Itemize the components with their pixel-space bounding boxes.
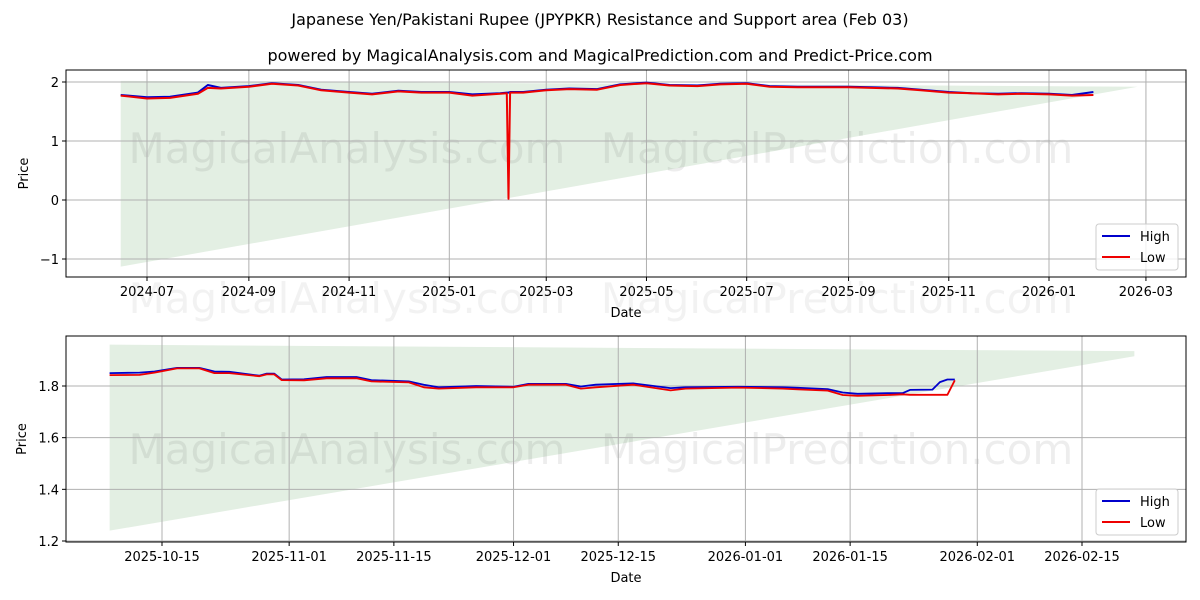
x-tick-label: 2025-11 bbox=[922, 285, 976, 300]
chart-subtitle: powered by MagicalAnalysis.com and Magic… bbox=[267, 46, 933, 65]
top-chart: MagicalAnalysis.com MagicalPrediction.com… bbox=[17, 69, 1187, 323]
y-tick-label: 1 bbox=[51, 135, 59, 150]
x-tick-label: 2026-01 bbox=[1022, 285, 1076, 300]
legend: High Low bbox=[1095, 488, 1179, 536]
x-tick-label: 2026-02-15 bbox=[1044, 550, 1120, 565]
x-axis-label: Date bbox=[610, 306, 641, 321]
y-tick-label: 1.2 bbox=[38, 535, 59, 550]
y-tick-label: 1.8 bbox=[38, 380, 59, 395]
y-tick-label: 1.6 bbox=[38, 432, 59, 447]
x-tick-label: 2025-12-15 bbox=[580, 550, 656, 565]
legend: High Low bbox=[1095, 223, 1179, 271]
y-tick-label: 1.4 bbox=[38, 483, 59, 498]
axes-frame bbox=[65, 69, 1187, 278]
x-tick-label: 2024-07 bbox=[120, 285, 174, 300]
y-tick-label: −1 bbox=[40, 253, 59, 268]
y-tick-label: 0 bbox=[51, 194, 59, 209]
series-low-line bbox=[109, 367, 956, 397]
x-tick-label: 2026-01-15 bbox=[812, 550, 888, 565]
x-tick-label: 2025-11-15 bbox=[356, 550, 432, 565]
x-tick-label: 2025-12-01 bbox=[476, 550, 552, 565]
x-tick-label: 2025-05 bbox=[619, 285, 673, 300]
x-tick-label: 2025-09 bbox=[821, 285, 875, 300]
x-tick-label: 2024-09 bbox=[222, 285, 276, 300]
watermark-text: MagicalPrediction.com bbox=[601, 124, 1074, 173]
bottom-chart: MagicalAnalysis.com MagicalPrediction.com… bbox=[15, 335, 1187, 586]
chart-title: Japanese Yen/Pakistani Rupee (JPYPKR) Re… bbox=[291, 10, 909, 29]
x-tick-label: 2026-01-01 bbox=[708, 550, 784, 565]
series-low-line bbox=[120, 82, 1094, 200]
legend-low-label: Low bbox=[1140, 251, 1166, 266]
watermark-text: MagicalAnalysis.com bbox=[129, 124, 566, 173]
support-resistance-band bbox=[120, 80, 1138, 267]
svg-text:MagicalAnalysis.com: MagicalAnalysis.com bbox=[129, 274, 566, 323]
watermark-text: MagicalPrediction.com bbox=[601, 425, 1074, 474]
x-tick-label: 2024-11 bbox=[322, 285, 376, 300]
y-axis-label: Price bbox=[15, 423, 30, 455]
x-tick-label: 2026-03 bbox=[1119, 285, 1173, 300]
x-axis-label: Date bbox=[610, 571, 641, 586]
x-tick-label: 2025-01 bbox=[422, 285, 476, 300]
x-tick-label: 2025-11-01 bbox=[251, 550, 327, 565]
axes-frame bbox=[65, 335, 1187, 543]
x-tick-label: 2025-07 bbox=[720, 285, 774, 300]
legend-high-label: High bbox=[1140, 495, 1170, 510]
watermark-text: MagicalAnalysis.com bbox=[129, 425, 566, 474]
legend-high-label: High bbox=[1140, 230, 1170, 245]
x-tick-label: 2026-02-01 bbox=[940, 550, 1016, 565]
svg-text:MagicalPrediction.com: MagicalPrediction.com bbox=[601, 274, 1074, 323]
y-axis-label: Price bbox=[17, 158, 32, 190]
legend-low-label: Low bbox=[1140, 516, 1166, 531]
x-tick-label: 2025-03 bbox=[519, 285, 573, 300]
x-tick-label: 2025-10-15 bbox=[124, 550, 200, 565]
y-tick-label: 2 bbox=[51, 76, 59, 91]
